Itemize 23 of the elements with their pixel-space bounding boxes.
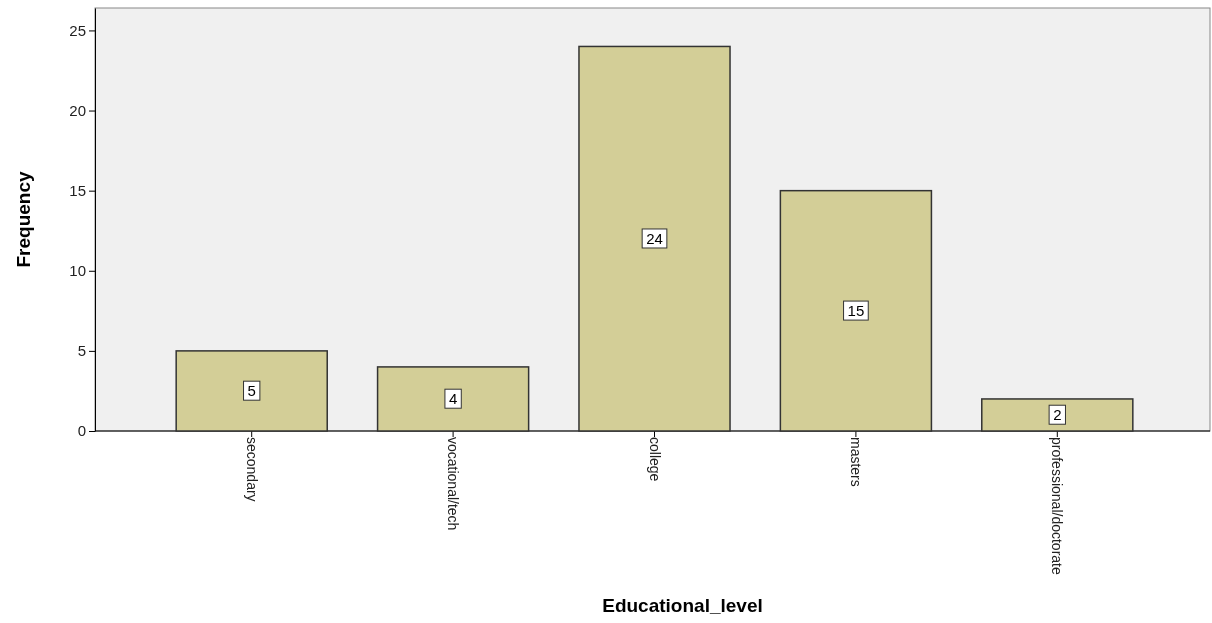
data-label: 5 [247,382,256,400]
x-tick-label: secondary [243,437,260,502]
y-tick-label: 20 [69,101,86,119]
bar [981,398,1134,432]
data-label: 4 [448,390,458,408]
bar [779,189,933,432]
y-tick-label: 5 [77,342,86,360]
data-label: 15 [847,302,865,320]
y-tick-label: 25 [69,21,86,39]
y-axis-title: Frequency [13,171,34,268]
y-tick-label: 0 [77,422,86,440]
x-tick-label: professional/doctorate [1049,437,1066,575]
x-tick-label: vocational/tech [445,437,462,531]
y-tick-label: 10 [69,262,86,280]
bar [175,350,328,432]
x-tick-label: masters [848,437,864,487]
bar [578,45,731,432]
x-tick-label: college [646,437,663,482]
data-label: 24 [646,229,663,247]
y-tick-label: 15 [69,181,86,199]
data-label: 2 [1053,406,1062,424]
x-axis-title: Educational_level [602,595,763,616]
bar [376,366,530,432]
